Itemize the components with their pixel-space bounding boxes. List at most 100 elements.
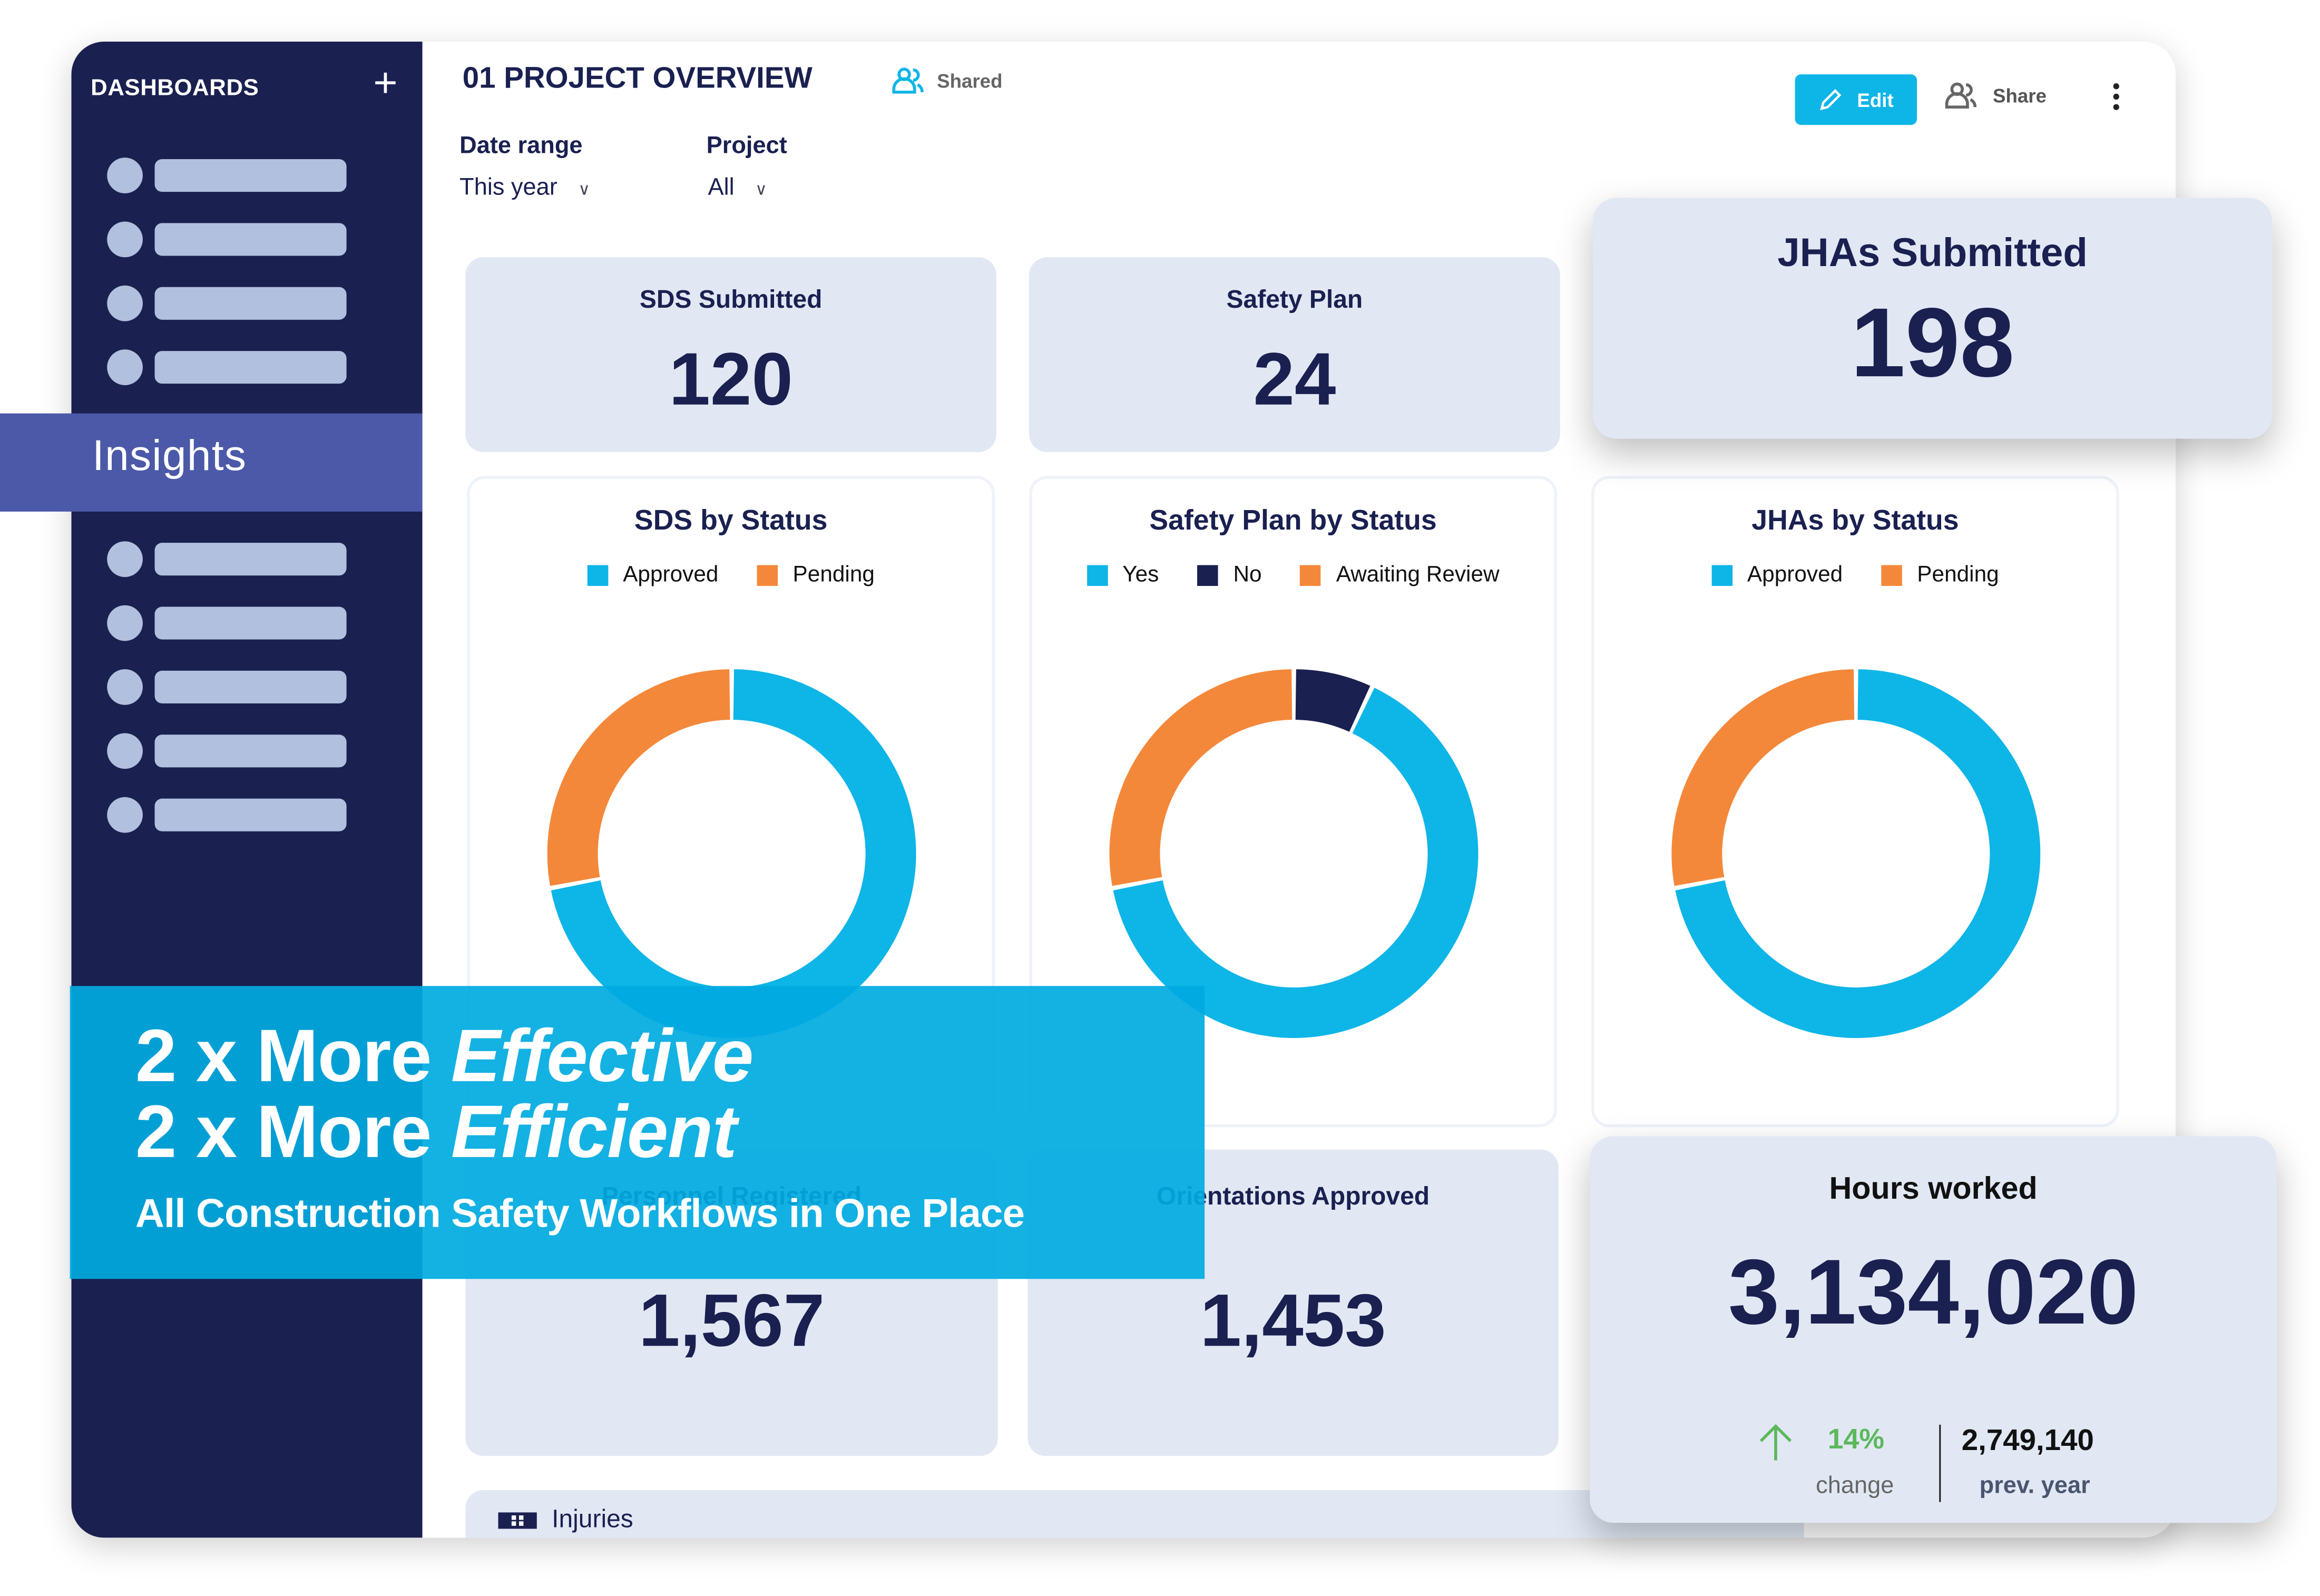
stat-value: 24 — [1253, 337, 1336, 421]
sidebar-item[interactable] — [107, 797, 348, 833]
divider — [1939, 1424, 1941, 1502]
legend-item: Pending — [757, 562, 875, 588]
legend-item: Approved — [587, 562, 718, 588]
sidebar-item-icon — [107, 285, 143, 321]
legend-swatch — [587, 564, 608, 585]
stat-card-safety-plan[interactable]: Safety Plan 24 — [1029, 257, 1560, 453]
sidebar-item-icon — [107, 733, 143, 769]
sidebar-item-label-placeholder — [154, 223, 347, 256]
sidebar-item[interactable] — [107, 221, 348, 258]
donut-chart — [546, 669, 916, 1039]
donut-slice-no[interactable] — [1295, 669, 1370, 732]
chart-legend: Approved Pending — [470, 562, 992, 588]
project-value: All — [708, 175, 735, 201]
project-label: Project — [706, 134, 787, 159]
sidebar-item[interactable] — [107, 605, 348, 641]
legend-item: No — [1197, 562, 1262, 588]
chart-title: SDS by Status — [634, 505, 828, 537]
chart-title: JHAs by Status — [1751, 505, 1959, 537]
sidebar-item-label-placeholder — [154, 159, 347, 192]
stat-label: JHAs Submitted — [1777, 230, 2088, 276]
page-title: 01 PROJECT OVERVIEW — [462, 62, 813, 95]
legend-item: Awaiting Review — [1300, 562, 1500, 588]
sidebar-item-label-placeholder — [154, 351, 347, 384]
edit-label: Edit — [1857, 88, 1894, 111]
donut-chart — [1670, 669, 2040, 1039]
sidebar-item-label-placeholder — [154, 606, 347, 640]
legend-label: Pending — [792, 562, 875, 588]
arrow-up-icon — [1759, 1424, 1792, 1461]
sidebar-item-insights[interactable]: Insights — [0, 413, 423, 512]
legend-label: Yes — [1122, 562, 1159, 588]
stat-card-hours-worked[interactable]: Hours worked 3,134,020 14% change 2,749,… — [1590, 1136, 2277, 1523]
legend-swatch — [1711, 564, 1732, 585]
legend-item: Approved — [1711, 562, 1843, 588]
stat-label: Hours worked — [1829, 1172, 2038, 1206]
add-dashboard-button[interactable]: + — [373, 59, 398, 106]
pencil-icon — [1819, 89, 1841, 111]
donut-slice-pending[interactable] — [546, 669, 730, 886]
sidebar-item[interactable] — [107, 733, 348, 769]
banner-headline-2: 2 x More Efficient — [135, 1090, 737, 1173]
change-value: 14% — [1827, 1424, 1885, 1456]
sidebar-item-icon — [107, 669, 143, 705]
prev-year-value: 2,749,140 — [1961, 1424, 2094, 1457]
legend-label: No — [1233, 562, 1262, 588]
promo-banner: 2 x More Effective 2 x More Efficient Al… — [70, 986, 1205, 1279]
donut-chart — [1109, 669, 1478, 1039]
legend-label: Approved — [623, 562, 719, 588]
stat-card-sds-submitted[interactable]: SDS Submitted 120 — [465, 257, 997, 453]
donut-slice-yes[interactable] — [1112, 688, 1478, 1039]
chart-panel-jhas-status: JHAs by Status Approved Pending — [1591, 476, 2119, 1128]
project-select[interactable]: All ∨ — [708, 175, 767, 202]
legend-swatch — [1881, 564, 1903, 585]
table-icon — [498, 1512, 537, 1529]
sidebar-item[interactable] — [107, 669, 348, 705]
stat-card-jhas-submitted[interactable]: JHAs Submitted 198 — [1592, 198, 2273, 439]
legend-swatch — [1197, 564, 1219, 585]
stat-value: 1,453 — [1200, 1279, 1386, 1363]
sidebar-item[interactable] — [107, 349, 348, 386]
legend-swatch — [1086, 564, 1108, 585]
shared-indicator[interactable]: Shared — [892, 67, 1003, 94]
legend-label: Pending — [1917, 562, 1999, 588]
sidebar-item[interactable] — [107, 541, 348, 577]
stat-value: 1,567 — [639, 1279, 825, 1363]
sidebar-item[interactable] — [107, 158, 348, 193]
share-button[interactable]: Share — [1945, 82, 2047, 109]
share-label: Share — [1993, 84, 2047, 106]
sidebar-item-label-placeholder — [154, 543, 347, 576]
sidebar-item-icon — [107, 605, 143, 641]
edit-button[interactable]: Edit — [1795, 74, 1917, 125]
more-options-icon[interactable] — [2109, 80, 2123, 113]
donut-slice-pending[interactable] — [1670, 669, 1854, 886]
sidebar-item-label-placeholder — [154, 670, 347, 703]
injuries-panel[interactable]: Injuries — [465, 1490, 1804, 1538]
sidebar-item-icon — [107, 349, 143, 386]
date-range-select[interactable]: This year ∨ — [459, 175, 590, 202]
date-range-label: Date range — [459, 134, 583, 159]
chart-legend: Approved Pending — [1594, 562, 2117, 588]
shared-label: Shared — [937, 69, 1003, 92]
sidebar: DASHBOARDS + — [71, 42, 423, 1538]
legend-label: Approved — [1747, 562, 1843, 588]
legend-item: Pending — [1881, 562, 1999, 588]
legend-swatch — [757, 564, 778, 585]
stat-value: 3,134,020 — [1728, 1241, 2139, 1345]
sidebar-item-icon — [107, 221, 143, 258]
donut-slice-awaiting-review[interactable] — [1109, 669, 1291, 886]
stat-label: SDS Submitted — [639, 285, 823, 314]
stat-value: 198 — [1851, 287, 2015, 397]
sidebar-item-label-placeholder — [154, 287, 347, 320]
prev-year-label: prev. year — [1979, 1473, 2090, 1499]
legend-item: Yes — [1086, 562, 1159, 588]
chart-title: Safety Plan by Status — [1149, 505, 1437, 537]
date-range-value: This year — [459, 175, 557, 201]
change-label: change — [1816, 1473, 1894, 1499]
sidebar-item[interactable] — [107, 285, 348, 321]
stat-value: 120 — [669, 337, 793, 421]
banner-subheadline: All Construction Safety Workflows in One… — [135, 1191, 1025, 1236]
injuries-label: Injuries — [552, 1505, 633, 1533]
chevron-down-icon: ∨ — [755, 180, 767, 199]
